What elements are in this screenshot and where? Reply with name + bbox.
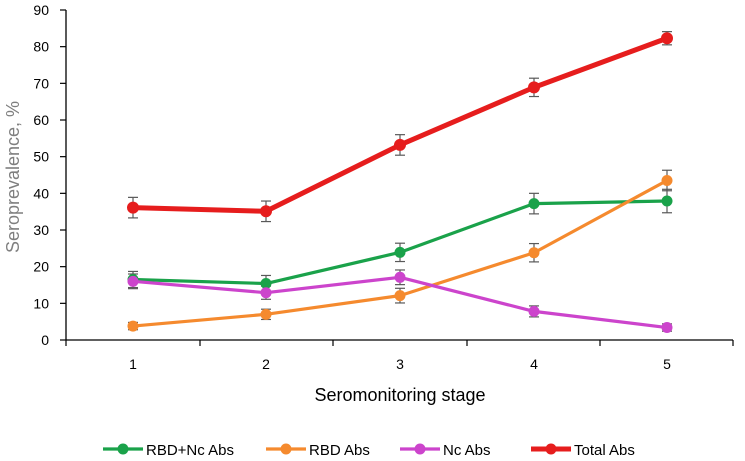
data-point-1: [394, 290, 406, 302]
data-point-3: [127, 201, 139, 214]
data-point-3: [394, 138, 406, 151]
data-point-1: [260, 308, 272, 320]
legend-swatch-marker: [117, 443, 129, 455]
y-tick-label: 30: [33, 222, 49, 238]
axes: 0 10 20 30 40 50 60 70 80 90 1 2 3 4 5: [33, 2, 734, 372]
data-point-2: [260, 287, 272, 299]
y-tick-label: 90: [33, 2, 49, 18]
legend-swatch-marker: [280, 443, 292, 455]
x-tick-label: 3: [396, 356, 404, 372]
y-tick-label: 70: [33, 75, 49, 91]
data-point-0: [394, 246, 406, 258]
y-axis-title: Seroprevalence, %: [3, 101, 23, 253]
data-point-1: [127, 320, 139, 332]
data-point-0: [528, 198, 540, 210]
data-point-2: [661, 322, 673, 334]
y-tick-label: 0: [41, 332, 49, 348]
data-points: [127, 32, 673, 334]
legend-label: RBD+Nc Abs: [146, 442, 234, 459]
x-tick-label: 2: [262, 356, 270, 372]
y-tick-label: 10: [33, 295, 49, 311]
y-tick-label: 60: [33, 112, 49, 128]
y-tick-label: 20: [33, 259, 49, 275]
x-tick-label: 1: [129, 356, 137, 372]
legend-label: RBD Abs: [309, 442, 370, 459]
y-tick-label: 80: [33, 39, 49, 55]
data-point-2: [394, 271, 406, 283]
legend-swatch-marker: [414, 443, 426, 455]
data-point-3: [661, 32, 673, 45]
x-axis-title: Seromonitoring stage: [314, 385, 485, 405]
data-point-1: [528, 247, 540, 259]
legend-label: Nc Abs: [443, 442, 491, 459]
y-tick-label: 50: [33, 149, 49, 165]
y-tick-label: 40: [33, 185, 49, 201]
legend-swatch-marker: [545, 443, 557, 455]
legend: RBD+Nc Abs RBD Abs Nc Abs Total Abs: [103, 442, 635, 459]
data-point-0: [661, 195, 673, 207]
data-point-0: [260, 278, 272, 290]
legend-label: Total Abs: [574, 442, 635, 459]
data-point-3: [528, 81, 540, 94]
x-tick-label: 5: [663, 356, 671, 372]
data-point-3: [260, 205, 272, 218]
data-point-1: [661, 175, 673, 186]
series-line-3: [130, 35, 670, 214]
x-tick-label: 4: [530, 356, 538, 372]
data-point-2: [127, 275, 139, 287]
error-bars: [128, 31, 672, 332]
data-point-2: [528, 305, 540, 317]
